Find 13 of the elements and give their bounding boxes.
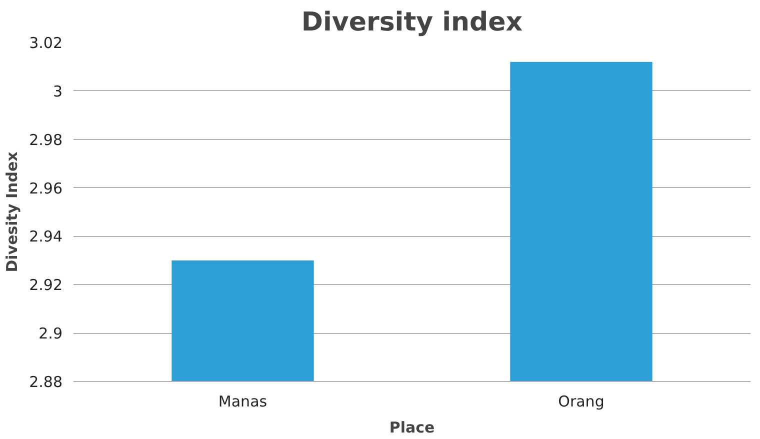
y-tick-label: 2.92 bbox=[29, 276, 63, 294]
y-tick-label: 3 bbox=[52, 82, 63, 100]
y-tick-label: 2.98 bbox=[29, 130, 63, 149]
chart-title: Diversity index bbox=[301, 8, 523, 38]
y-tick-label: 2.96 bbox=[29, 179, 63, 198]
x-tick-label: Orang bbox=[558, 392, 604, 410]
x-axis-title: Place bbox=[389, 418, 435, 436]
y-tick-label: 2.9 bbox=[38, 324, 63, 343]
y-tick-label: 3.02 bbox=[29, 34, 63, 52]
y-tick-label: 2.88 bbox=[29, 373, 63, 391]
y-axis-title: Divesity Index bbox=[3, 151, 22, 272]
x-tick-label: Manas bbox=[218, 392, 268, 410]
y-tick-label: 2.94 bbox=[29, 228, 63, 246]
